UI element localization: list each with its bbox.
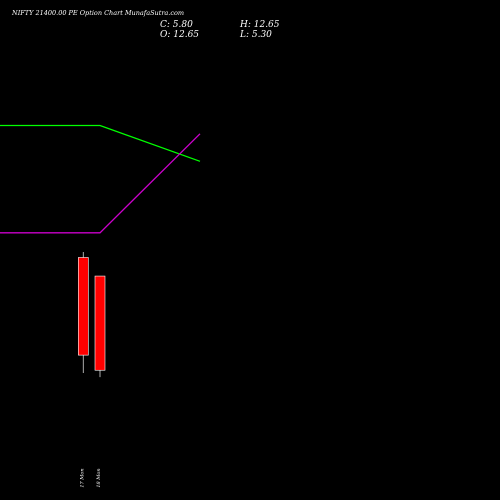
x-tick-label: 17 Mon [79, 468, 85, 487]
open-value: O: 12.65 [160, 30, 200, 40]
candle-body [78, 257, 89, 356]
candle-body [94, 275, 106, 371]
low-value: L: 5.30 [240, 30, 272, 40]
close-value: C: 5.80 [160, 20, 193, 30]
high-value: H: 12.65 [240, 20, 280, 30]
x-tick-label: 18 Mon [96, 468, 102, 487]
indicator-line-2 [0, 133, 201, 234]
indicator-line-1 [0, 124, 201, 162]
chart-title: NIFTY 21400.00 PE Option Chart MunafaSut… [12, 9, 185, 17]
